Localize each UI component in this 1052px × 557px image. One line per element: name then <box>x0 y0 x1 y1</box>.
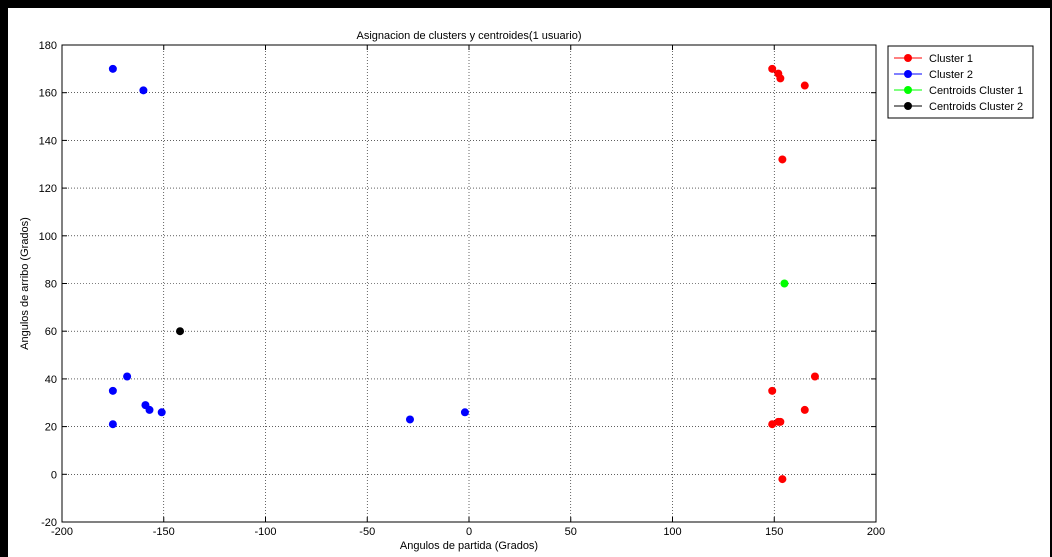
y-tick-label: 140 <box>39 135 57 147</box>
x-tick-label: -100 <box>254 526 276 538</box>
legend-entry: Centroids Cluster 1 <box>894 85 1023 97</box>
legend-marker <box>904 70 912 78</box>
series-1-point <box>810 372 819 381</box>
series-2-point <box>108 386 117 395</box>
series-4-point <box>176 327 185 336</box>
series-3-point <box>780 279 789 288</box>
legend-marker <box>904 102 912 110</box>
series-2-point <box>108 64 117 73</box>
series-1-point <box>800 405 809 414</box>
series-2-point <box>157 408 166 417</box>
series-2-point <box>460 408 469 417</box>
x-tick-label: -50 <box>359 526 375 538</box>
y-tick-label: 100 <box>39 231 57 243</box>
y-tick-label: 160 <box>39 88 57 100</box>
x-tick-label: 200 <box>867 526 885 538</box>
series-1-point <box>778 155 787 164</box>
series-2-point <box>123 372 132 381</box>
y-axis-label: Angulos de arribo (Grados) <box>19 217 31 350</box>
chart-title: Asignacion de clusters y centroides(1 us… <box>356 30 581 42</box>
y-tick-label: 80 <box>45 279 57 291</box>
legend-entry: Centroids Cluster 2 <box>894 101 1023 113</box>
figure: -200 -150 -100 -50 0 50 100 150 200 -20 0 20 40 60 80 1… <box>8 8 1050 557</box>
x-tick-label: -200 <box>51 526 73 538</box>
grid-layer <box>62 45 876 522</box>
series-1-point <box>776 74 785 83</box>
legend-entry: Cluster 2 <box>894 69 973 81</box>
x-tick-label: 150 <box>765 526 783 538</box>
x-tick-label: 100 <box>663 526 681 538</box>
x-axis-label: Angulos de partida (Grados) <box>400 540 538 552</box>
legend-label: Cluster 2 <box>929 69 973 81</box>
series-1-point <box>800 81 809 90</box>
series-1-point <box>768 64 777 73</box>
series-2-point <box>108 420 117 429</box>
tick-layer: -200 -150 -100 -50 0 50 100 150 200-200204060801… <box>39 40 886 538</box>
y-tick-label: 40 <box>45 374 57 386</box>
legend-label: Centroids Cluster 2 <box>929 101 1023 113</box>
series-2-point <box>405 415 414 424</box>
y-tick-label: 20 <box>45 422 57 434</box>
series-1-point <box>768 386 777 395</box>
x-tick-label: 50 <box>565 526 577 538</box>
y-tick-label: -20 <box>41 517 57 529</box>
y-tick-label: 120 <box>39 183 57 195</box>
x-tick-label: 0 <box>466 526 472 538</box>
point-layer <box>108 64 819 484</box>
series-1-point <box>776 417 785 426</box>
scatter-chart: -200 -150 -100 -50 0 50 100 150 200-200204060801… <box>19 30 1034 552</box>
series-2-point <box>139 86 148 95</box>
legend-label: Centroids Cluster 1 <box>929 85 1023 97</box>
legend-marker <box>904 54 912 62</box>
legend-marker <box>904 86 912 94</box>
series-1-point <box>768 420 777 429</box>
series-2-point <box>145 405 154 414</box>
legend-items: Cluster 1 Cluster 2 Centroids Cluster 1 Cen… <box>894 53 1023 113</box>
y-tick-label: 60 <box>45 326 57 338</box>
y-tick-label: 180 <box>39 40 57 52</box>
series-1-point <box>778 475 787 484</box>
legend: Cluster 1 Cluster 2 Centroids Cluster 1 Cen… <box>887 45 1034 119</box>
legend-label: Cluster 1 <box>929 53 973 65</box>
x-tick-label: -150 <box>153 526 175 538</box>
y-tick-label: 0 <box>51 469 57 481</box>
legend-entry: Cluster 1 <box>894 53 973 65</box>
